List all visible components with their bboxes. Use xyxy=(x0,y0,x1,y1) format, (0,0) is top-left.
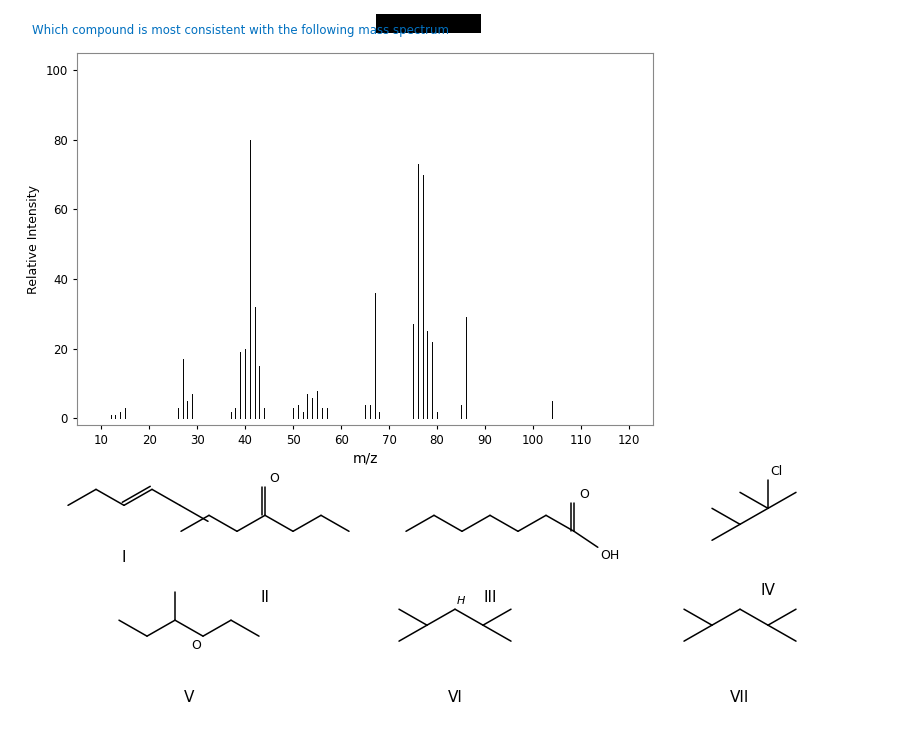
Text: Which compound is most consistent with the following mass spectrum: Which compound is most consistent with t… xyxy=(32,24,449,37)
Y-axis label: Relative Intensity: Relative Intensity xyxy=(27,184,40,294)
Text: O: O xyxy=(191,639,201,652)
Text: H: H xyxy=(457,596,465,606)
Text: I: I xyxy=(122,550,126,566)
Text: IV: IV xyxy=(761,584,775,598)
Text: OH: OH xyxy=(600,549,619,562)
Text: O: O xyxy=(269,472,278,486)
Text: II: II xyxy=(260,590,269,605)
Text: VI: VI xyxy=(447,690,463,705)
Text: VII: VII xyxy=(730,690,750,705)
Text: III: III xyxy=(483,590,497,605)
Text: O: O xyxy=(579,489,589,501)
Text: V: V xyxy=(184,690,194,705)
Text: Cl: Cl xyxy=(770,465,782,478)
X-axis label: m/z: m/z xyxy=(352,452,378,465)
